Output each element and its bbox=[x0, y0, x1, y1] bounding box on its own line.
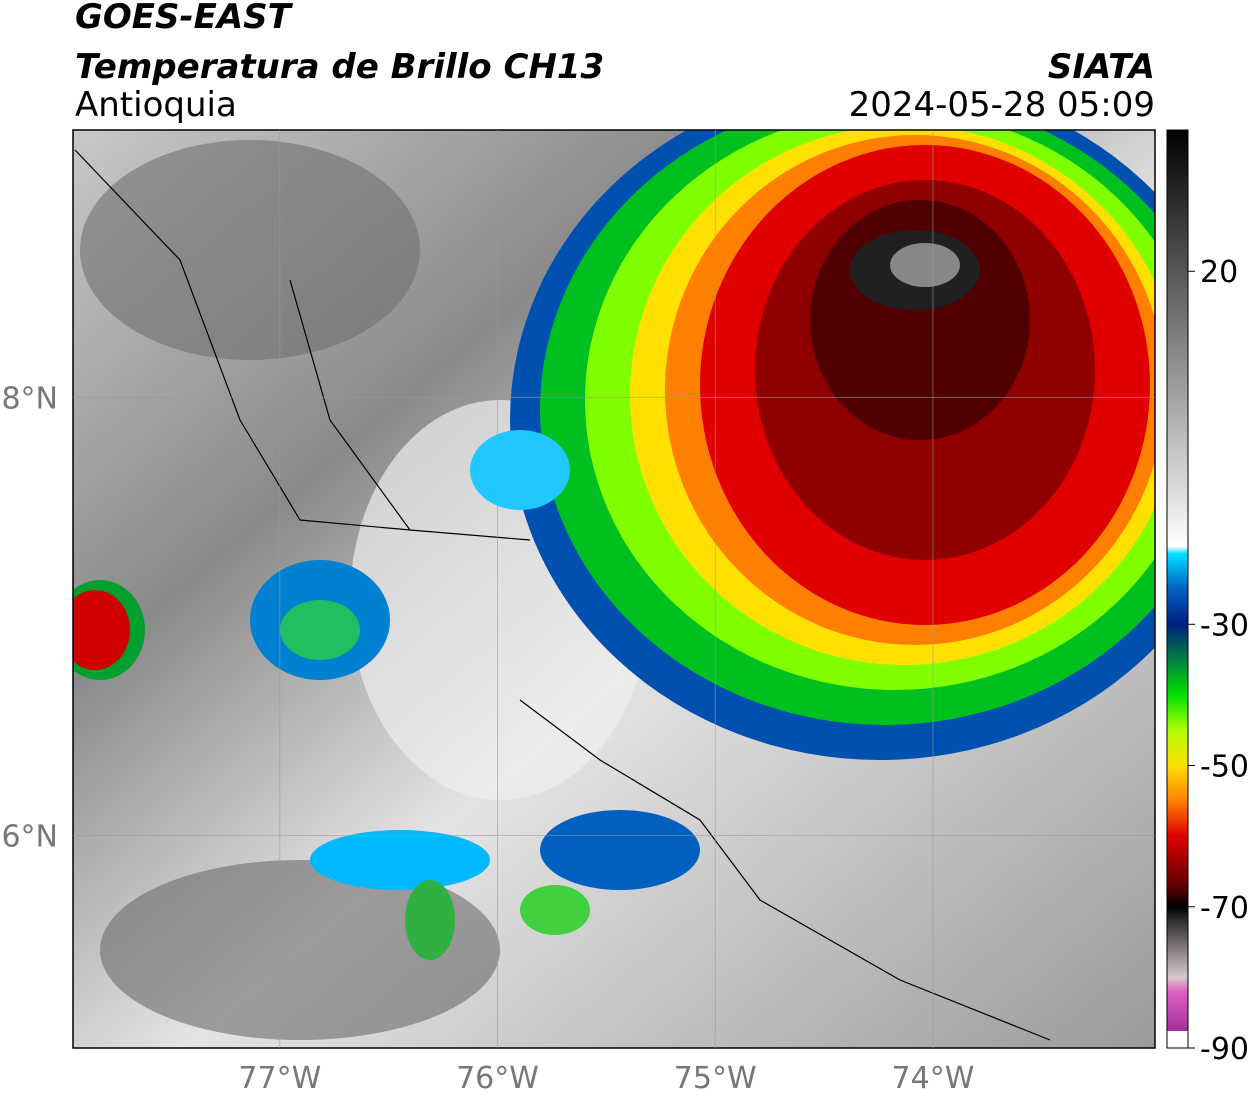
subtitle: Temperatura de Brillo CH13 bbox=[75, 47, 604, 87]
cell bbox=[520, 885, 590, 935]
colorbar bbox=[1167, 130, 1188, 1048]
cell bbox=[73, 590, 130, 670]
y-tick-label: 6°N bbox=[1, 819, 58, 854]
y-tick-label: 8°N bbox=[1, 381, 58, 416]
colorbar-frame bbox=[1166, 129, 1189, 1049]
imagery bbox=[73, 130, 1155, 1048]
cell bbox=[310, 830, 490, 890]
region: Antioquia bbox=[75, 85, 237, 125]
colorbar-under bbox=[1167, 1031, 1188, 1048]
x-tick-label: 77°W bbox=[238, 1061, 321, 1096]
x-tick-label: 75°W bbox=[674, 1061, 757, 1096]
source: SIATA bbox=[1048, 47, 1155, 87]
cell bbox=[405, 880, 455, 960]
colorbar-tick-label: -70 bbox=[1200, 891, 1249, 926]
timestamp: 2024-05-28 05:09 bbox=[849, 85, 1155, 125]
cell bbox=[280, 600, 360, 660]
map-frame bbox=[72, 129, 1156, 1049]
borders bbox=[74, 149, 1051, 1041]
cloud-texture bbox=[100, 860, 500, 1040]
colorbar-tick-label: -90 bbox=[1200, 1032, 1249, 1067]
storm bbox=[510, 130, 1155, 760]
colorbar-tick-label: 20 bbox=[1200, 255, 1238, 290]
x-tick-label: 76°W bbox=[456, 1061, 539, 1096]
colorbar-tick-label: -30 bbox=[1200, 608, 1249, 643]
storm-core bbox=[890, 243, 960, 287]
x-tick-label: 74°W bbox=[892, 1061, 975, 1096]
cloud-texture bbox=[80, 140, 420, 360]
colorbar-tick-label: -50 bbox=[1200, 750, 1249, 785]
cell bbox=[540, 810, 700, 890]
cell bbox=[470, 430, 570, 510]
title: GOES-EAST bbox=[75, 0, 294, 37]
